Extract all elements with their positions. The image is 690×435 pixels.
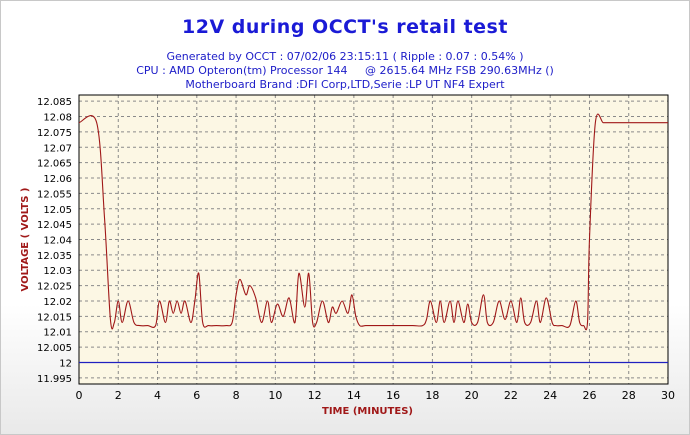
voltage-series-line bbox=[78, 113, 668, 331]
x-tick-label: 24 bbox=[543, 389, 557, 402]
x-tick-label: 28 bbox=[622, 389, 636, 402]
subtitle-generated: Generated by OCCT : 07/02/06 23:15:11 ( … bbox=[166, 50, 524, 63]
y-tick-label: 12.04 bbox=[43, 236, 72, 247]
x-tick-label: 4 bbox=[154, 389, 161, 402]
y-tick-label: 12.07 bbox=[43, 143, 72, 154]
x-tick-label: 6 bbox=[193, 389, 200, 402]
plot-border bbox=[78, 94, 669, 385]
y-tick-label: 12.08 bbox=[43, 113, 72, 124]
y-tick-label: 12.045 bbox=[37, 220, 72, 231]
subtitle-motherboard: Motherboard Brand :DFI Corp,LTD,Serie :L… bbox=[185, 78, 505, 91]
x-tick-label: 0 bbox=[76, 389, 83, 402]
y-tick-label: 12.005 bbox=[37, 343, 72, 354]
y-tick-label: 12.03 bbox=[43, 266, 72, 277]
y-axis-label: VOLTAGE ( VOLTS ) bbox=[20, 188, 31, 292]
y-tick-label: 12.025 bbox=[37, 282, 72, 293]
y-tick-label: 12.06 bbox=[43, 174, 72, 185]
chart-title: 12V during OCCT's retail test bbox=[182, 16, 508, 38]
y-tick-label: 12.065 bbox=[37, 159, 72, 170]
x-tick-label: 8 bbox=[233, 389, 240, 402]
x-tick-label: 18 bbox=[425, 389, 439, 402]
y-tick-label: 12.075 bbox=[37, 128, 72, 139]
y-tick-label: 12.02 bbox=[43, 297, 72, 308]
y-tick-label: 11.995 bbox=[37, 374, 72, 385]
x-tick-label: 2 bbox=[115, 389, 122, 402]
x-tick-label: 22 bbox=[504, 389, 518, 402]
y-tick-label: 12.05 bbox=[43, 205, 72, 216]
subtitle-cpu: CPU : AMD Opteron(tm) Processor 144 @ 26… bbox=[136, 64, 554, 77]
x-tick-label: 10 bbox=[268, 389, 282, 402]
y-tick-label: 12.055 bbox=[37, 189, 72, 200]
x-tick-label: 30 bbox=[661, 389, 675, 402]
x-tick-label: 12 bbox=[308, 389, 322, 402]
x-axis-label: TIME (MINUTES) bbox=[322, 406, 413, 417]
y-tick-label: 12.085 bbox=[37, 97, 72, 108]
y-tick-label: 12 bbox=[59, 358, 72, 369]
x-tick-label: 26 bbox=[582, 389, 596, 402]
y-tick-label: 12.015 bbox=[37, 312, 72, 323]
x-tick-label: 14 bbox=[347, 389, 361, 402]
y-tick-label: 12.035 bbox=[37, 251, 72, 262]
x-tick-label: 20 bbox=[465, 389, 479, 402]
y-tick-label: 12.01 bbox=[43, 328, 72, 339]
x-tick-label: 16 bbox=[386, 389, 400, 402]
